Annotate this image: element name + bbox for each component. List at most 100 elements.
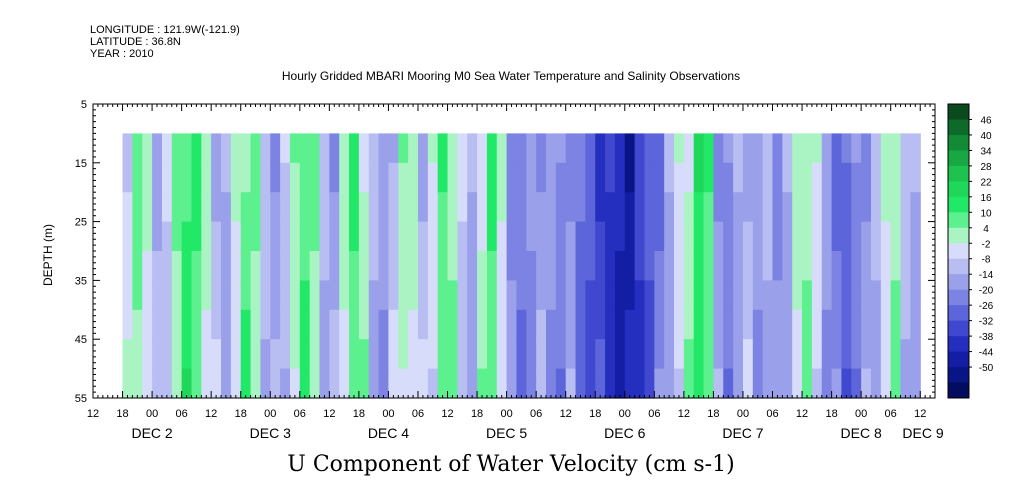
colorbar-segment (948, 227, 969, 244)
heatmap-cell (880, 192, 892, 223)
heatmap-cell (546, 280, 557, 311)
heatmap-cell (437, 221, 449, 252)
heatmap-cell (211, 339, 222, 370)
heatmap-cell (802, 192, 813, 223)
heatmap-cell (240, 192, 252, 223)
heatmap-cell (201, 221, 212, 252)
heatmap-cell (536, 162, 547, 193)
heatmap-cell (821, 192, 833, 223)
heatmap-cell (742, 133, 754, 164)
heatmap-cell (910, 251, 921, 281)
heatmap-cell (496, 280, 508, 311)
heatmap-cell (861, 368, 872, 399)
heatmap-cell (408, 368, 419, 399)
heatmap-cell (339, 221, 350, 252)
colorbar-segment (948, 150, 969, 167)
heatmap-cell (634, 192, 646, 223)
heatmap-cell (802, 251, 813, 281)
heatmap-cell (762, 309, 774, 340)
heatmap-cell (408, 192, 419, 223)
heatmap-cell (870, 368, 882, 399)
heatmap-cell (831, 133, 843, 164)
heatmap-cell (299, 280, 311, 311)
heatmap-cell (221, 162, 232, 193)
heatmap-cell (132, 368, 143, 399)
heatmap-cell (585, 251, 596, 281)
heatmap-cell (230, 368, 242, 399)
heatmap-cell (309, 221, 321, 252)
heatmap-cell (900, 251, 911, 281)
heatmap-cell (634, 162, 646, 193)
heatmap-cell (368, 368, 380, 399)
heatmap-cell (536, 133, 547, 164)
heatmap-cell (221, 133, 232, 164)
heatmap-cell (752, 162, 764, 193)
heatmap-cell (398, 309, 409, 340)
heatmap-cell (191, 309, 202, 340)
heatmap-cell (388, 133, 399, 164)
y-tick-label: 5 (81, 99, 87, 111)
x-hour-tick-label: 06 (412, 408, 424, 420)
heatmap-cell (890, 162, 902, 193)
heatmap-cell (890, 309, 902, 340)
heatmap-cell (624, 192, 636, 223)
heatmap-cell (250, 280, 262, 311)
heatmap-cell (486, 133, 498, 164)
heatmap-cell (644, 280, 655, 311)
heatmap-cell (122, 251, 133, 281)
x-axis-label: U Component of Water Velocity (cm s-1) (287, 452, 735, 477)
x-hour-tick-label: 12 (678, 408, 690, 420)
heatmap-cell (693, 162, 705, 193)
heatmap-cell (851, 251, 862, 281)
heatmap-cell (841, 133, 852, 164)
heatmap-cell (683, 339, 695, 370)
heatmap-cell (477, 339, 488, 370)
heatmap-cell (427, 133, 439, 164)
heatmap-cell (221, 251, 232, 281)
heatmap-cell (201, 192, 212, 223)
heatmap-cell (289, 133, 301, 164)
heatmap-cell (792, 162, 803, 193)
heatmap-cell (368, 221, 380, 252)
colorbar-tick-label: 4 (983, 224, 989, 235)
colorbar-tick-label: 16 (980, 193, 992, 204)
heatmap-cell (703, 162, 715, 193)
heatmap-cell (900, 368, 911, 399)
heatmap-cell (742, 162, 754, 193)
heatmap-cell (132, 280, 143, 311)
heatmap-cell (299, 309, 311, 340)
heatmap-cell (811, 368, 823, 399)
heatmap-cell (674, 280, 685, 311)
heatmap-cell (368, 280, 380, 311)
heatmap-cell (358, 162, 370, 193)
heatmap-cell (723, 162, 734, 193)
heatmap-cell (802, 133, 813, 164)
heatmap-cell (762, 133, 774, 164)
x-hour-tick-label: 12 (323, 408, 335, 420)
heatmap-cell (585, 280, 596, 311)
y-tick-label: 45 (75, 334, 87, 346)
x-hour-tick-label: 00 (855, 408, 867, 420)
heatmap-cell (831, 368, 843, 399)
heatmap-cell (910, 162, 921, 193)
heatmap-cell (368, 133, 380, 164)
x-hour-tick-label: 12 (796, 408, 808, 420)
heatmap-cell (575, 280, 586, 311)
heatmap-cell (171, 133, 183, 164)
heatmap-cell (644, 368, 655, 399)
heatmap-cell (683, 162, 695, 193)
heatmap-cell (733, 280, 744, 311)
heatmap-cell (477, 251, 488, 281)
heatmap-cell (270, 192, 281, 223)
heatmap-cell (674, 368, 685, 399)
heatmap-cell (349, 133, 360, 164)
heatmap-cell (230, 221, 242, 252)
heatmap-cell (595, 221, 606, 252)
heatmap-cell (408, 162, 419, 193)
heatmap-cell (299, 339, 311, 370)
heatmap-cell (654, 309, 665, 340)
heatmap-cell (723, 339, 734, 370)
heatmap-cell (890, 339, 902, 370)
heatmap-cell (772, 251, 783, 281)
